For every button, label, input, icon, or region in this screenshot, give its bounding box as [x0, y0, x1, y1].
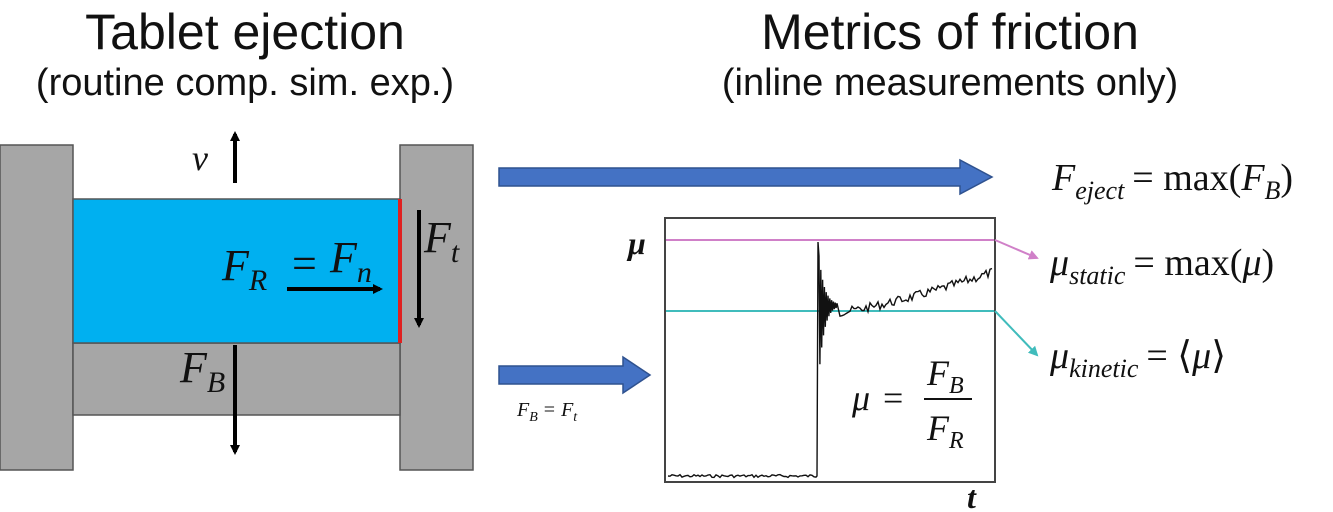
formula-denominator: FR [926, 408, 964, 454]
kinetic-connector-arrow [994, 310, 1039, 357]
tablet [72, 198, 401, 344]
metric-eject: Feject = max(FB) [1051, 157, 1293, 205]
radial-force-symbol: F [221, 241, 250, 290]
plot-frame [664, 217, 996, 483]
signal-arrow-label: FB = Ft [516, 399, 578, 425]
bottom-force-subscript: B [207, 366, 225, 399]
normal-force-subscript: n [357, 256, 372, 289]
velocity-label: v [192, 138, 208, 178]
friction-trace [667, 241, 993, 479]
left-subtitle: (routine comp. sim. exp.) [35, 62, 455, 104]
normal-force-symbol: F [329, 233, 358, 282]
static-connector-arrow [994, 239, 1039, 260]
tangential-force-subscript: t [451, 236, 460, 269]
metric-kinetic: μkinetic = ⟨μ⟩ [1049, 335, 1226, 383]
tangential-force-label: Ft [423, 213, 460, 269]
plot-x-axis-label: t [967, 479, 977, 512]
bottom-force-label: FB [179, 343, 225, 399]
formula-numerator: FB [926, 353, 964, 399]
formula-mu: μ [851, 378, 870, 418]
friction-formula: μ = FB FR [851, 353, 972, 454]
formula-equals: = [883, 378, 903, 418]
tangential-force-symbol: F [423, 213, 452, 262]
right-title: Metrics of friction [761, 4, 1139, 60]
left-title: Tablet ejection [85, 4, 405, 60]
radial-force-subscript: R [248, 264, 267, 297]
die-right-wall [399, 144, 474, 471]
right-subtitle: (inline measurements only) [721, 62, 1179, 104]
signal-block-arrow [498, 355, 652, 395]
equals-sign: = [292, 239, 317, 288]
eject-block-arrow [498, 158, 994, 196]
plot-y-axis-label: μ [626, 225, 646, 261]
normal-force-label: Fn [329, 233, 372, 289]
bottom-force-symbol: F [179, 343, 208, 392]
metric-static: μstatic = max(μ) [1049, 242, 1274, 290]
radial-force-label: FR [221, 241, 267, 297]
die-left-wall [0, 144, 74, 471]
